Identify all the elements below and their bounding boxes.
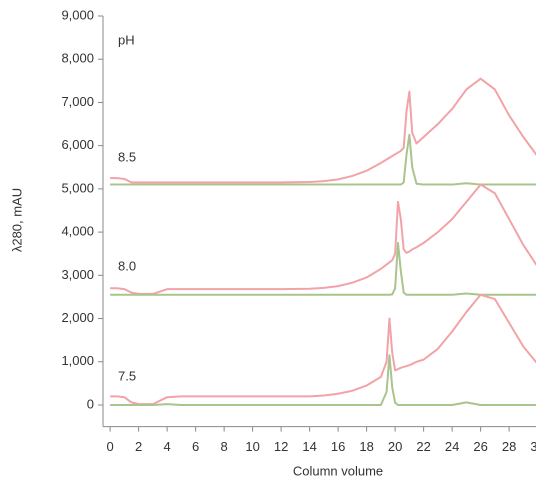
y-tick-label: 2,000 bbox=[61, 310, 94, 325]
x-tick-label: 22 bbox=[416, 439, 430, 454]
annotation: 8.5 bbox=[118, 149, 136, 164]
x-tick-label: 16 bbox=[331, 439, 345, 454]
x-tick-label: 28 bbox=[502, 439, 516, 454]
series-line bbox=[110, 241, 536, 296]
y-tick-label: 7,000 bbox=[61, 94, 94, 109]
x-tick-label: 4 bbox=[164, 439, 171, 454]
y-axis-label: λ280, mAU bbox=[9, 188, 24, 252]
x-tick-label: 8 bbox=[221, 439, 228, 454]
y-tick-label: 4,000 bbox=[61, 224, 94, 239]
annotation: 8.0 bbox=[118, 258, 136, 273]
x-tick-label: 0 bbox=[107, 439, 114, 454]
x-tick-label: 18 bbox=[359, 439, 373, 454]
y-tick-label: 8,000 bbox=[61, 51, 94, 66]
x-tick-label: 24 bbox=[445, 439, 459, 454]
annotation: 7.5 bbox=[118, 368, 136, 383]
series-line bbox=[110, 354, 536, 406]
y-tick-label: 3,000 bbox=[61, 267, 94, 282]
y-tick-label: 0 bbox=[87, 396, 94, 411]
series-line bbox=[110, 293, 536, 406]
series-line bbox=[110, 183, 536, 295]
x-tick-label: 12 bbox=[274, 439, 288, 454]
x-tick-label: 14 bbox=[302, 439, 316, 454]
y-tick-label: 6,000 bbox=[61, 137, 94, 152]
x-tick-label: 20 bbox=[388, 439, 402, 454]
y-tick-label: 9,000 bbox=[61, 7, 94, 22]
y-tick-label: 5,000 bbox=[61, 180, 94, 195]
x-tick-label: 30 bbox=[530, 439, 536, 454]
series-line bbox=[110, 77, 536, 184]
y-tick-label: 1,000 bbox=[61, 353, 94, 368]
x-tick-label: 26 bbox=[473, 439, 487, 454]
annotation: pH bbox=[118, 32, 135, 47]
x-tick-label: 6 bbox=[192, 439, 199, 454]
x-axis-label: Column volume bbox=[293, 463, 383, 477]
x-tick-label: 10 bbox=[245, 439, 259, 454]
x-tick-label: 2 bbox=[135, 439, 142, 454]
series-line bbox=[110, 133, 536, 186]
